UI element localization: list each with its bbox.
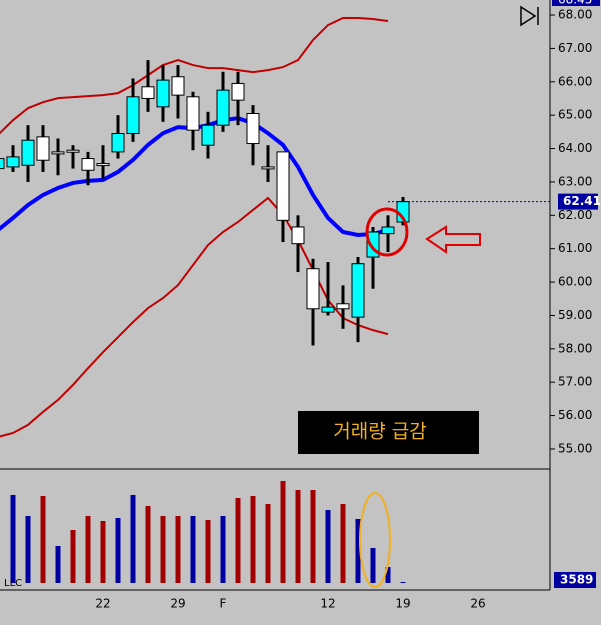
y-tick-label: 66.00 (558, 74, 592, 88)
candle-body (96, 163, 110, 167)
candle-body (321, 306, 335, 313)
volume-bar (115, 518, 121, 583)
volume-bar (250, 496, 256, 583)
volume-bar (385, 567, 391, 583)
candle-body (306, 268, 320, 310)
y-tick-label: 65.00 (558, 108, 592, 122)
candle-body (186, 96, 200, 131)
candle-body (36, 136, 50, 161)
annotation: 거래량 급감 (333, 421, 426, 443)
candle-body (66, 149, 80, 153)
volume-bar (295, 490, 301, 583)
x-tick-label: F (220, 597, 227, 611)
candle-body (141, 86, 155, 99)
x-tick-label: 26 (470, 597, 485, 611)
candle-body (126, 96, 140, 135)
candle-body (6, 156, 20, 168)
candle-body (381, 226, 395, 235)
volume-label: 3589 (560, 573, 593, 587)
volume-bar (205, 520, 211, 583)
volume-bar (265, 504, 271, 583)
candle-body (201, 124, 215, 146)
range-label: 68.45 (558, 0, 592, 7)
candle-body (21, 139, 35, 166)
y-tick-label: 68.00 (558, 8, 592, 22)
volume-bar (10, 495, 16, 583)
candle-body (246, 112, 260, 145)
volume-bar (40, 496, 46, 583)
volume-bar (220, 516, 226, 583)
annotation-box (298, 411, 479, 454)
candle-body (276, 151, 290, 221)
y-tick-label: 63.00 (558, 174, 592, 188)
candle-body (156, 79, 170, 108)
x-tick-label: 22 (95, 597, 110, 611)
volume-bar (190, 516, 196, 583)
volume-bar (325, 510, 331, 583)
y-tick-label: 62.00 (558, 208, 592, 222)
play-icon[interactable] (520, 5, 539, 27)
candle-body (0, 158, 5, 170)
last-price-label: 62.41 (563, 194, 601, 208)
volume-bar (355, 519, 361, 583)
candle-body (171, 76, 185, 96)
volume-bar (85, 516, 91, 583)
volume-bar (280, 481, 286, 583)
y-tick-label: 67.00 (558, 41, 592, 55)
candle-body (261, 166, 275, 170)
volume-bar (160, 516, 166, 583)
plot: 55.00 56.00 57.00 58.00 59.00 60.00 61.00 62.00… (0, 0, 601, 611)
y-tick-label: 64.00 (558, 141, 592, 155)
volume-label-box (554, 572, 596, 588)
candle-body (231, 82, 245, 101)
candle-body (111, 133, 125, 153)
x-tick-label: 29 (170, 597, 185, 611)
y-tick-label: 61.00 (558, 241, 592, 255)
volume-bar (370, 548, 376, 583)
candle-body (291, 226, 305, 245)
band-line (0, 17, 389, 135)
y-tick-label: 56.00 (558, 408, 592, 422)
volume-bar (130, 495, 136, 583)
x-tick-label: 19 (395, 597, 410, 611)
y-tick-label: 59.00 (558, 308, 592, 322)
arrow (425, 225, 481, 254)
corner-label: LLC (4, 578, 22, 589)
highlight-circle (365, 207, 409, 257)
candle-body (51, 151, 65, 155)
x-tick-label: 12 (320, 597, 335, 611)
y-tick-label: 58.00 (558, 341, 592, 355)
volume-bar (340, 504, 346, 583)
band-line (0, 196, 389, 438)
candle-body (336, 303, 350, 310)
y-tick-label: 60.00 (558, 275, 592, 289)
volume-bar (310, 490, 316, 583)
volume-bar (175, 516, 181, 583)
candle-body (216, 89, 230, 126)
last-price-box (558, 193, 598, 210)
range-label-box (552, 0, 600, 6)
volume-bar (235, 498, 241, 583)
volume-bar (145, 506, 151, 583)
highlight-ellipse (359, 492, 391, 588)
volume-bar (100, 521, 106, 583)
candle-body (351, 263, 365, 318)
candle-body (81, 158, 95, 171)
y-tick-label: 57.00 (558, 375, 592, 389)
volume-bar (55, 546, 61, 583)
volume-bar (25, 516, 31, 583)
volume-bar (70, 530, 76, 583)
y-tick-label: 55.00 (558, 441, 592, 455)
volume-bar (400, 582, 406, 583)
